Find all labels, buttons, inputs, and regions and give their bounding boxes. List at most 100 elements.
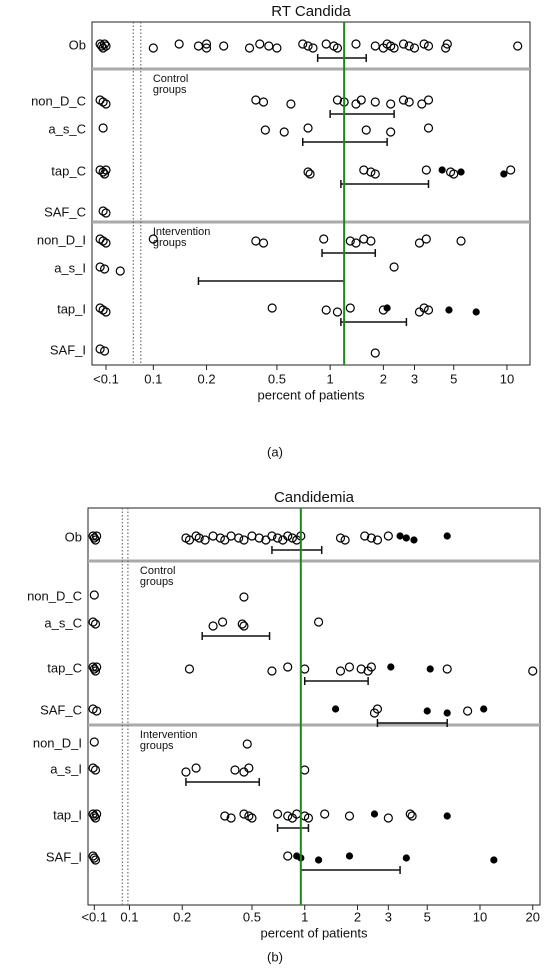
- open-point: [101, 307, 111, 317]
- filled-point: [387, 663, 395, 671]
- x-tick-label: 2: [380, 371, 387, 386]
- open-point: [442, 664, 452, 674]
- open-point: [174, 39, 184, 49]
- filled-point: [402, 534, 410, 542]
- open-point: [193, 41, 204, 51]
- row-label: a_s_C: [48, 121, 86, 136]
- open-point: [398, 39, 409, 49]
- open-point: [251, 236, 261, 246]
- open-point: [244, 43, 255, 53]
- open-point: [88, 617, 98, 627]
- open-point: [95, 344, 105, 354]
- filled-point: [443, 532, 451, 540]
- open-point: [239, 592, 249, 602]
- open-point: [283, 662, 293, 672]
- open-point: [101, 99, 111, 109]
- open-point: [90, 535, 101, 545]
- open-point: [219, 41, 229, 51]
- open-point: [370, 169, 380, 179]
- open-point: [234, 533, 244, 543]
- open-point: [247, 813, 257, 823]
- open-point: [372, 535, 383, 545]
- open-point: [99, 39, 110, 49]
- filled-point: [457, 168, 465, 176]
- open-point: [208, 621, 218, 631]
- chart-title: RT Candida: [271, 3, 351, 20]
- open-point: [98, 305, 108, 315]
- group-annotation: groups: [153, 237, 187, 249]
- chart-title: Candidemia: [274, 489, 355, 506]
- open-point: [421, 234, 431, 244]
- open-point: [414, 238, 425, 248]
- row-label: SAF_I: [46, 849, 82, 864]
- x-tick-label: 10: [500, 371, 514, 386]
- open-point: [215, 533, 225, 543]
- open-point: [184, 535, 195, 545]
- open-point: [98, 167, 108, 177]
- open-point: [115, 266, 125, 276]
- open-point: [419, 303, 429, 313]
- row-label: tap_I: [57, 301, 86, 316]
- open-point: [442, 39, 452, 49]
- open-point: [370, 41, 380, 51]
- row-label: non_D_I: [33, 735, 82, 750]
- filled-point: [500, 170, 508, 178]
- open-point: [351, 238, 361, 248]
- open-point: [239, 621, 249, 631]
- group-annotation: groups: [153, 84, 187, 96]
- open-point: [300, 664, 310, 674]
- open-point: [335, 666, 346, 676]
- open-point: [201, 43, 212, 53]
- x-axis-label: percent of patients: [258, 387, 365, 402]
- open-point: [194, 533, 204, 543]
- x-tick-label: 20: [526, 909, 540, 924]
- plot-frame: [87, 507, 541, 906]
- x-tick-label: 1: [301, 909, 308, 924]
- open-point: [90, 855, 101, 865]
- open-point: [258, 97, 269, 107]
- open-point: [92, 706, 102, 716]
- plot-frame: [91, 21, 531, 366]
- open-point: [303, 123, 313, 133]
- open-point: [389, 262, 399, 272]
- filled-point: [480, 705, 488, 713]
- x-tick-label: 0.5: [268, 371, 286, 386]
- panel-label: (b): [267, 949, 283, 964]
- open-point: [298, 39, 308, 49]
- open-point: [372, 704, 383, 714]
- group-annotation: groups: [140, 576, 174, 588]
- open-point: [101, 208, 111, 218]
- row-label: tap_C: [47, 660, 82, 675]
- open-point: [303, 41, 313, 51]
- open-point: [191, 763, 201, 773]
- open-point: [513, 41, 523, 51]
- open-point: [360, 531, 370, 541]
- row-label: a_s_I: [54, 260, 86, 275]
- group-annotation: Intervention: [140, 729, 197, 741]
- row-label: SAF_C: [40, 702, 82, 717]
- open-point: [335, 533, 346, 543]
- open-point: [267, 666, 277, 676]
- open-point: [386, 99, 396, 109]
- open-point: [184, 664, 195, 674]
- open-point: [332, 95, 343, 105]
- open-point: [404, 97, 414, 107]
- open-point: [148, 43, 158, 53]
- open-point: [321, 39, 331, 49]
- x-tick-label: 10: [473, 909, 487, 924]
- open-point: [405, 809, 415, 819]
- x-tick-label: 2: [354, 909, 361, 924]
- open-point: [148, 234, 158, 244]
- open-point: [303, 813, 314, 823]
- open-point: [404, 41, 414, 51]
- open-point: [239, 535, 249, 545]
- open-point: [332, 43, 343, 53]
- open-point: [98, 43, 108, 53]
- open-point: [89, 590, 99, 600]
- filled-point: [490, 856, 498, 864]
- open-point: [366, 662, 376, 672]
- row-label: tap_C: [51, 163, 86, 178]
- open-point: [272, 533, 283, 543]
- x-tick-label: 0.1: [144, 371, 162, 386]
- filled-point: [410, 536, 418, 544]
